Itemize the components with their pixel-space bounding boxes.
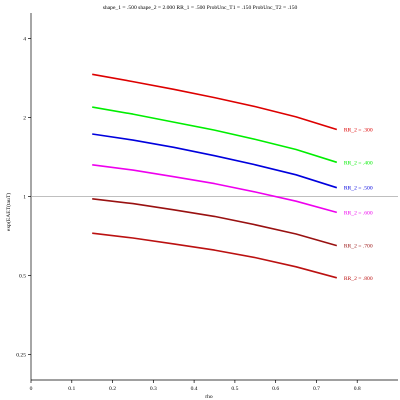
x-tick-label: 0.8: [354, 386, 361, 392]
x-tick-label: 0.5: [231, 386, 238, 392]
x-tick-label: 0.4: [191, 386, 198, 392]
x-tick-label: 0.1: [68, 386, 75, 392]
plot-area: 0.25 0.5 1 2 4 0 0.1 0.2 0.3 0.4 0.5 0.6 0.7 0.8 RR_2 …: [16, 13, 398, 392]
x-tick-label: 0.3: [150, 386, 157, 392]
series-line: [92, 198, 338, 247]
y-axis-label: exp(EAET(tauT): [5, 193, 12, 231]
series-label: RR_2 = .400: [344, 160, 373, 166]
series-line: [92, 232, 338, 279]
x-tick-label: 0.7: [313, 386, 320, 392]
series-label: RR_2 = .800: [344, 276, 373, 282]
series-line: [92, 164, 338, 214]
x-tick-label: 0.2: [109, 386, 116, 392]
y-tick-label: 4: [23, 36, 26, 42]
x-axis-label: rho: [205, 394, 213, 400]
y-tick-label: 0.5: [19, 274, 26, 280]
series-label: RR_2 = .500: [344, 186, 373, 192]
chart-title: shape_1 = .500 shape_2 = 2.000 RR_1 = .5…: [103, 5, 298, 11]
series-line: [92, 106, 338, 164]
series-line: [92, 73, 338, 131]
x-tick-label: 0.6: [272, 386, 279, 392]
series-label: RR_2 = .300: [344, 127, 373, 133]
series-label: RR_2 = .700: [344, 244, 373, 250]
series-line: [92, 133, 338, 189]
y-tick-label: 1: [23, 195, 26, 201]
y-tick-label: 2: [23, 115, 26, 121]
x-tick-label: 0: [30, 386, 33, 392]
y-tick-label: 0.25: [16, 353, 26, 359]
series-label: RR_2 = .600: [344, 210, 373, 216]
